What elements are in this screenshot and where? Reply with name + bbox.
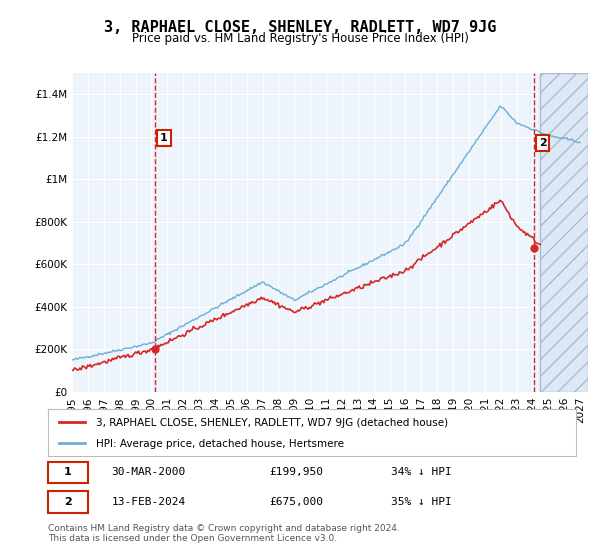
- Text: 3, RAPHAEL CLOSE, SHENLEY, RADLETT, WD7 9JG: 3, RAPHAEL CLOSE, SHENLEY, RADLETT, WD7 …: [104, 20, 496, 35]
- Text: Contains HM Land Registry data © Crown copyright and database right 2024.
This d: Contains HM Land Registry data © Crown c…: [48, 524, 400, 543]
- Text: 2: 2: [539, 138, 547, 148]
- Bar: [541, 73, 588, 392]
- Text: 2: 2: [64, 497, 71, 507]
- Text: 30-MAR-2000: 30-MAR-2000: [112, 467, 185, 477]
- Text: 13-FEB-2024: 13-FEB-2024: [112, 497, 185, 507]
- FancyBboxPatch shape: [48, 491, 88, 513]
- Text: £675,000: £675,000: [270, 497, 324, 507]
- Text: 35% ↓ HPI: 35% ↓ HPI: [391, 497, 452, 507]
- Text: 3, RAPHAEL CLOSE, SHENLEY, RADLETT, WD7 9JG (detached house): 3, RAPHAEL CLOSE, SHENLEY, RADLETT, WD7 …: [95, 418, 448, 428]
- Text: Price paid vs. HM Land Registry's House Price Index (HPI): Price paid vs. HM Land Registry's House …: [131, 32, 469, 45]
- Text: 34% ↓ HPI: 34% ↓ HPI: [391, 467, 452, 477]
- FancyBboxPatch shape: [48, 461, 88, 483]
- Text: HPI: Average price, detached house, Hertsmere: HPI: Average price, detached house, Hert…: [95, 439, 344, 449]
- Text: 1: 1: [160, 133, 168, 143]
- Text: 1: 1: [64, 467, 71, 477]
- Text: £199,950: £199,950: [270, 467, 324, 477]
